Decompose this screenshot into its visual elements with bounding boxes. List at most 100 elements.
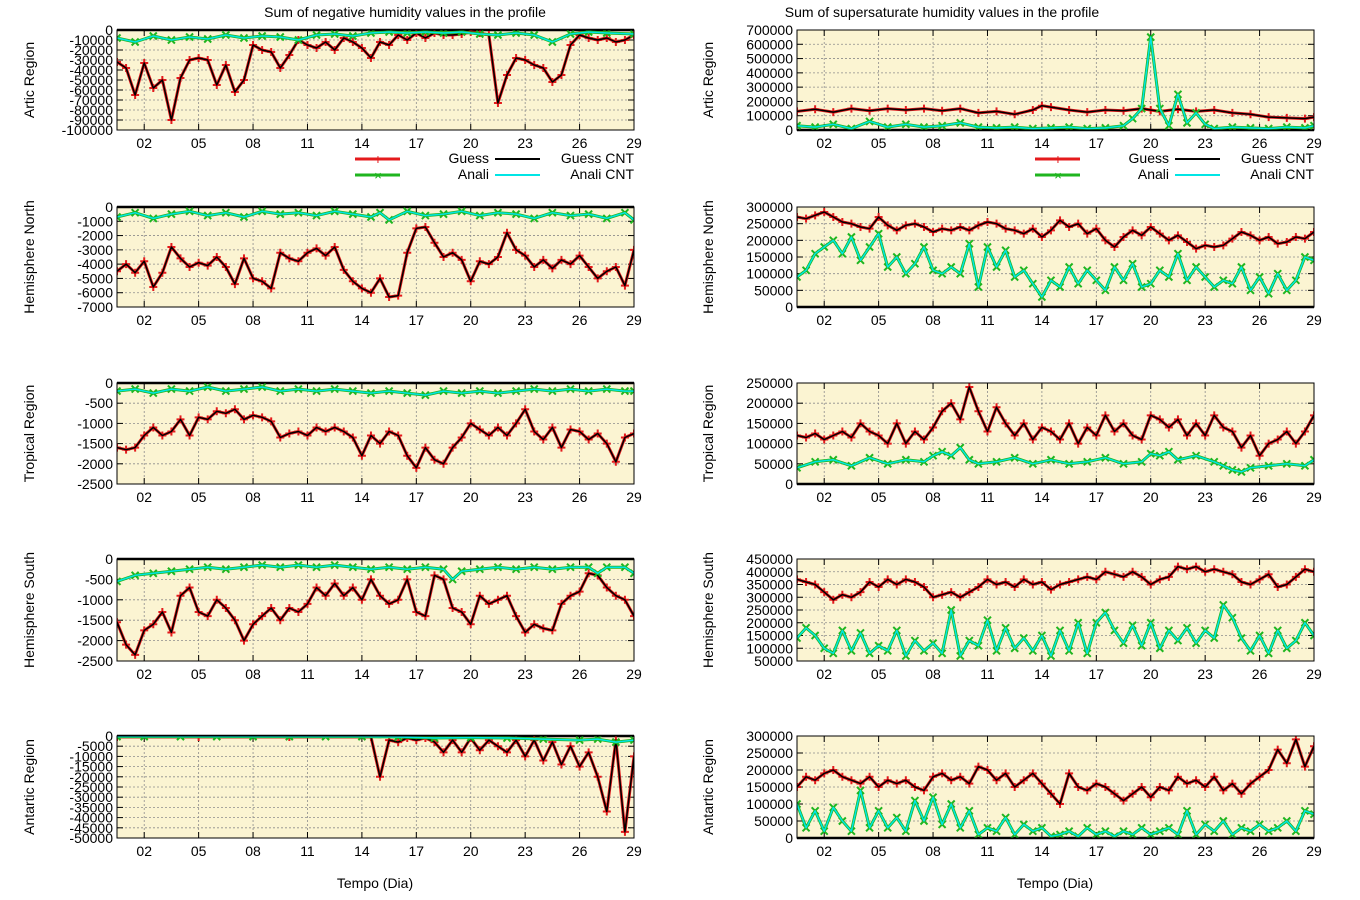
y-axis-label: Tropical Region [21, 385, 37, 483]
x-tick-label: 20 [1143, 489, 1159, 505]
x-tick-label: 11 [980, 312, 995, 328]
x-tick-label: 29 [1306, 312, 1322, 328]
y-tick-label: 50000 [754, 653, 793, 669]
x-tick-label: 20 [1143, 312, 1159, 328]
y-tick-label: -20000 [69, 769, 113, 785]
plot-frame [796, 206, 1315, 308]
x-tick-label: 26 [572, 843, 588, 859]
y-tick-label: -500 [85, 571, 113, 587]
y-tick-label: 0 [105, 22, 113, 38]
y-tick-label: 250000 [746, 216, 793, 232]
x-tick-label: 17 [409, 489, 425, 505]
y-tick-label: -7000 [77, 299, 113, 315]
y-tick-label: 400000 [746, 65, 793, 81]
x-tick-label: 14 [1034, 312, 1050, 328]
x-tick-label: 23 [1197, 135, 1213, 151]
anali-point [117, 33, 122, 43]
y-tick-label: -35000 [69, 799, 113, 815]
y-tick-label: 0 [105, 375, 113, 391]
legend-left: + Guess Guess CNT × Anali Anali CNT [355, 150, 634, 183]
y-tick-label: -100000 [62, 122, 114, 138]
y-tick-label: 50000 [754, 813, 793, 829]
y-tick-label: 100000 [746, 436, 793, 452]
x-tick-label: 08 [245, 489, 261, 505]
x-tick-label: 17 [409, 312, 425, 328]
guess-point [633, 824, 634, 827]
plot-frame [116, 558, 635, 662]
anali-point [797, 799, 802, 809]
legend-guess-marker: + [374, 151, 382, 167]
y-tick-label: -4000 [77, 256, 113, 272]
x-tick-label: 17 [1089, 312, 1105, 328]
anali-point [1309, 256, 1314, 265]
y-tick-label: 0 [105, 199, 113, 215]
x-tick-label: 11 [980, 489, 995, 505]
y-tick-label: 700000 [746, 22, 793, 38]
y-tick-label: 0 [785, 299, 793, 315]
plot-area [797, 30, 1314, 130]
right-chart-title: Sum of supersaturate humidity values in … [785, 4, 1100, 20]
panels: 0-10000-20000-30000-40000-50000-60000-70… [21, 22, 1322, 859]
y-tick-label: -10000 [69, 32, 113, 48]
legend-guess-label: Guess [1129, 150, 1169, 166]
series-group [797, 32, 1314, 130]
y-tick-label: -500 [85, 395, 113, 411]
series-guess-cnt-line [117, 408, 634, 469]
legend-anali-label: Anali [1138, 166, 1169, 182]
y-axis-label: Antartic Region [700, 739, 716, 835]
x-tick-label: 23 [517, 312, 533, 328]
plot-frame [796, 29, 1315, 131]
x-tick-label: 26 [1252, 312, 1268, 328]
legend-anali-cnt-label: Anali CNT [570, 166, 634, 182]
y-tick-label: 250000 [746, 602, 793, 618]
guess-point [117, 618, 121, 627]
chart-neg-hs: 0 -500 -1000 -1500 -2000 -2500 02 05 08 11 14 17 20 2… [21, 551, 642, 682]
y-tick-label: -30000 [69, 789, 113, 805]
x-tick-label: 29 [626, 135, 642, 151]
x-tick-label: 08 [245, 135, 261, 151]
x-tick-label: 05 [871, 489, 887, 505]
series-group [797, 736, 1314, 838]
x-tick-label: 08 [925, 312, 941, 328]
series-guess-cnt-line [797, 565, 1314, 601]
x-tick-label: 29 [626, 489, 642, 505]
x-tick-label: 02 [816, 666, 832, 682]
y-tick-label: 50000 [754, 456, 793, 472]
x-tick-label: 17 [1089, 489, 1105, 505]
x-tick-label: 20 [463, 843, 479, 859]
y-tick-label: -1000 [77, 592, 113, 608]
y-tick-label: -50000 [69, 830, 113, 846]
y-tick-label: 300000 [746, 199, 793, 215]
y-tick-label: 250000 [746, 745, 793, 761]
series-anali-cnt-line [117, 736, 634, 743]
x-tick-label: 23 [517, 135, 533, 151]
x-tick-label: 02 [816, 312, 832, 328]
series-group [117, 560, 634, 659]
y-tick-label: 0 [785, 476, 793, 492]
y-tick-label: -20000 [69, 42, 113, 58]
series-anali-cnt-line [117, 31, 634, 43]
x-tick-label: 05 [871, 843, 887, 859]
y-tick-label: 250000 [746, 375, 793, 391]
series-group [117, 736, 634, 836]
y-tick-label: 200000 [746, 615, 793, 631]
guess-point [630, 429, 634, 438]
x-tick-label: 14 [1034, 843, 1050, 859]
y-tick-label: 300000 [746, 589, 793, 605]
x-tick-label: 11 [980, 843, 995, 859]
x-tick-label: 02 [816, 489, 832, 505]
plot-frame [116, 382, 635, 485]
plot-frame [796, 735, 1315, 839]
x-tick-label: 29 [1306, 135, 1322, 151]
x-tick-label: 29 [626, 666, 642, 682]
y-tick-label: 600000 [746, 36, 793, 52]
y-tick-label: 200000 [746, 93, 793, 109]
y-tick-label: -2000 [77, 228, 113, 244]
x-tick-label: 20 [463, 666, 479, 682]
x-tick-label: 23 [517, 666, 533, 682]
x-tick-label: 08 [245, 843, 261, 859]
x-tick-label: 23 [517, 843, 533, 859]
x-tick-label: 17 [409, 135, 425, 151]
y-tick-label: -15000 [69, 759, 113, 775]
